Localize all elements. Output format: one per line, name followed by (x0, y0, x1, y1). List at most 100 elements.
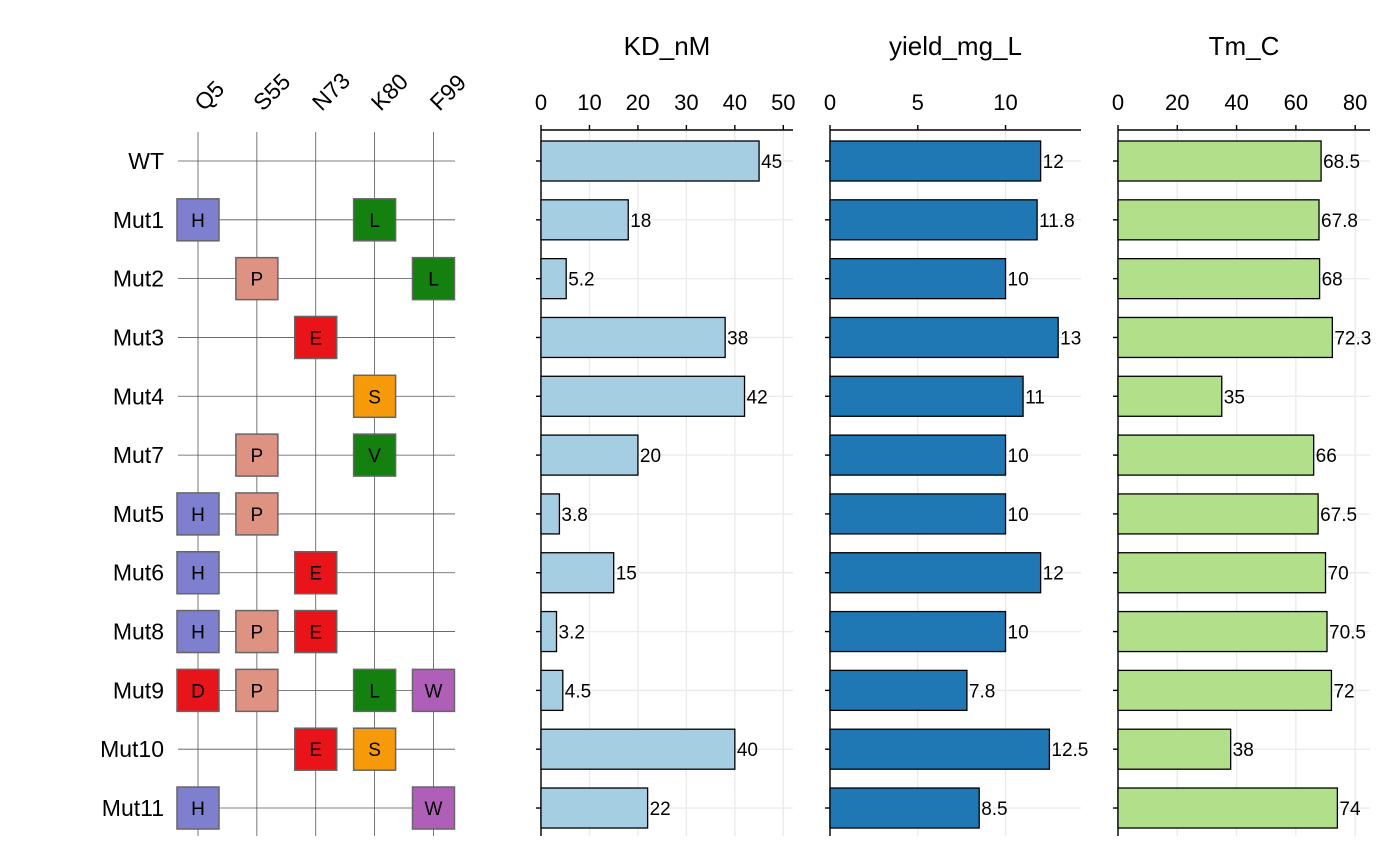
bar-value-label: 67.8 (1321, 211, 1358, 232)
bar-value-label: 11 (1025, 387, 1045, 408)
mutation-cell-label: P (251, 681, 264, 702)
bar (829, 375, 1024, 417)
bar (829, 552, 1042, 594)
mutation-cell-label: H (191, 623, 205, 644)
position-label-n73: N73 (307, 67, 355, 115)
panel-yield-mg-l: yield_mg_L 0 5 10 12 11.8 10 13 11 10 10 12 10 7.8 12.… (824, 31, 1088, 836)
mutation-cell-label: E (309, 564, 322, 585)
mutation-cell (411, 668, 456, 713)
x-tick-label: 20 (626, 90, 650, 115)
bar (1117, 669, 1333, 712)
bar-value-label: 68.5 (1323, 152, 1360, 173)
mutation-cell-label: E (309, 623, 322, 644)
mutation-cell-label: L (369, 681, 380, 702)
bar-value-label: 12 (1043, 564, 1064, 585)
bar (540, 669, 564, 712)
mutation-cell (176, 668, 220, 713)
bar (829, 199, 1038, 241)
mutation-cell-label: P (251, 446, 264, 467)
mutation-cell (176, 492, 220, 536)
mutation-cell-label: P (251, 505, 264, 526)
bar-value-label: 35 (1224, 387, 1245, 408)
x-tick-label: 60 (1284, 90, 1308, 115)
mutation-cell-label: H (191, 564, 205, 585)
bar-value-label: 10 (1008, 505, 1029, 526)
x-tick-label: 0 (535, 90, 547, 115)
mutation-cell-label: P (251, 623, 264, 644)
bar-value-label: 10 (1008, 446, 1029, 467)
bar (540, 434, 639, 476)
mutation-cell (411, 256, 456, 301)
x-tick-label: 10 (577, 90, 601, 115)
mutation-cell (352, 433, 397, 477)
mutation-cell (352, 668, 397, 713)
mutation-cell (352, 374, 397, 419)
mutation-cell-label: S (368, 387, 381, 408)
row-label-wt: WT (128, 148, 164, 174)
mutation-cell (293, 550, 338, 595)
row-label-mut1: Mut1 (113, 207, 164, 233)
bar (540, 199, 629, 241)
mutation-cell (235, 492, 279, 536)
x-tick-label: 80 (1343, 90, 1367, 115)
bar (1117, 552, 1327, 594)
bar-value-label: 5.2 (568, 270, 594, 291)
bar-value-label: 40 (737, 740, 758, 761)
bar-value-label: 42 (747, 387, 768, 408)
x-tick-label: 50 (771, 90, 795, 115)
bar-value-label: 38 (1233, 740, 1254, 761)
bar-value-label: 12 (1043, 152, 1064, 173)
bar (1117, 728, 1232, 770)
bar (1117, 257, 1321, 300)
row-label-mut2: Mut2 (113, 266, 164, 292)
x-tick-label: 40 (723, 90, 747, 115)
mutation-cell-label: V (368, 446, 381, 467)
mutation-cell (235, 609, 279, 654)
bar-value-label: 13 (1060, 328, 1081, 349)
mutation-matrix: Q5 S55 N73 K80 F99 WT Mut1 Mut2 Mut3 Mut4 Mut7 Mut5… (100, 67, 471, 836)
bar (829, 787, 980, 829)
bar-panels: KD_nM0 10 20 30 40 5045185.23842203.8153.24.5… (535, 31, 1371, 836)
bar (540, 316, 726, 359)
bar-value-label: 7.8 (969, 681, 995, 702)
panel-title: yield_mg_L (889, 31, 1022, 61)
bar (829, 728, 1051, 770)
bar-value-label: 18 (630, 211, 651, 232)
bar-value-label: 66 (1316, 446, 1337, 467)
bar (540, 375, 746, 417)
bar-value-label: 10 (1008, 623, 1029, 644)
bar-value-label: 70.5 (1329, 623, 1366, 644)
x-tick-label: 5 (912, 90, 924, 115)
position-label-s55: S55 (248, 68, 295, 115)
panel-title: Tm_C (1209, 31, 1280, 61)
row-label-mut4: Mut4 (113, 383, 164, 409)
row-label-mut7: Mut7 (113, 442, 164, 468)
bar-value-label: 72.3 (1334, 328, 1371, 349)
mutation-cell-label: H (191, 211, 205, 232)
bar-value-label: 11.8 (1039, 211, 1075, 232)
mutation-cell-label: L (428, 270, 439, 291)
mutation-cell (176, 550, 220, 595)
bar (1117, 316, 1333, 359)
mutation-cell-label: L (369, 211, 380, 232)
mutation-cell-label: H (191, 505, 205, 526)
panel-kd-nm: KD_nM 0 10 20 30 40 50 45 18 5.2 38 42 20 3.8 15 3.2 4.5… (535, 31, 796, 836)
x-tick-label: 30 (674, 90, 698, 115)
bar (540, 140, 760, 182)
bar-value-label: 3.2 (559, 623, 585, 644)
bar-value-label: 70 (1328, 564, 1349, 585)
bar-value-label: 72 (1333, 681, 1354, 702)
mutation-cell (352, 198, 397, 242)
mutation-cell-label: W (425, 799, 443, 820)
bar (540, 787, 649, 829)
row-label-mut8: Mut8 (113, 619, 164, 645)
bar (829, 669, 968, 712)
mutation-cell (411, 786, 456, 830)
panel-tm-c: Tm_C 0 20 40 60 80 68.5 67.8 68 72.3 35 66 67.5 70 70.… (1112, 31, 1371, 836)
bar (829, 434, 1007, 476)
mutation-cell-label: P (251, 270, 264, 291)
bar (1117, 610, 1328, 653)
bar-value-label: 10 (1008, 270, 1029, 291)
row-label-mut11: Mut11 (102, 795, 164, 821)
